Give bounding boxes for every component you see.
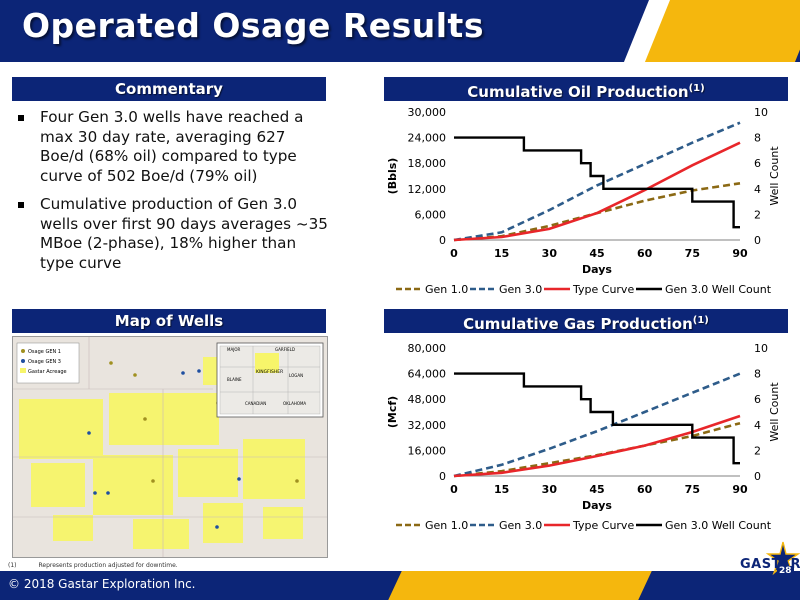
y2-tick-label: 2 [754, 208, 761, 221]
title-bar: Operated Osage Results [0, 0, 800, 62]
y-tick-label: 48,000 [408, 393, 447, 406]
oil-production-chart: 0 6,000 12,000 18,000 24,000 30,000 0 2 4 6 8 10 0 15… [386, 106, 781, 296]
legend-acreage-label: Gastar Acreage [28, 369, 67, 375]
legend-label: Gen 3.0 [499, 519, 542, 532]
acreage-blocks [19, 357, 305, 549]
y2-tick-label: 8 [754, 368, 761, 381]
y2-tick-label: 4 [754, 183, 761, 196]
oil-chart-heading-text: Cumulative Oil Production [467, 83, 689, 101]
y2-axis-label: Well Count [768, 382, 781, 442]
gen-3-0-series-line [453, 372, 741, 478]
x-tick-label: 0 [450, 247, 458, 260]
inset-label-canadian: CANADIAN [245, 401, 266, 406]
y-tick-label: 32,000 [408, 419, 447, 432]
type-curve-series-line [453, 141, 741, 242]
y2-tick-label: 0 [754, 234, 761, 247]
x-axis-label: Days [582, 499, 612, 512]
y2-tick-label: 0 [754, 470, 761, 483]
x-tick-label: 75 [685, 247, 700, 260]
y-tick-label: 0 [439, 470, 446, 483]
inset-label-logan: LOGAN [289, 373, 303, 378]
y-tick-label: 64,000 [408, 368, 447, 381]
x-tick-label: 75 [685, 483, 700, 496]
legend-label: Gen 3.0 [499, 283, 542, 296]
legend-label: Gen 1.0 [425, 283, 468, 296]
gas-chart-heading-text: Cumulative Gas Production [463, 315, 693, 333]
y2-tick-label: 10 [754, 342, 768, 355]
y2-tick-label: 10 [754, 106, 768, 119]
y-tick-label: 24,000 [408, 132, 447, 145]
y-tick-label: 12,000 [408, 183, 447, 196]
legend-label: Gen 3.0 Well Count [665, 519, 772, 532]
oil-chart-heading: Cumulative Oil Production(1) [384, 77, 788, 101]
wells-map: Osage GEN 1 Osage GEN 3 Gastar Acreage [12, 336, 328, 558]
commentary-list: Four Gen 3.0 wells have reached a max 30… [14, 108, 334, 282]
map-legend: Osage GEN 1 Osage GEN 3 Gastar Acreage [16, 342, 80, 384]
y-axis-label: (Bbls) [386, 158, 399, 195]
x-axis-label: Days [582, 263, 612, 276]
y-tick-label: 6,000 [415, 208, 447, 221]
footnote: (1) Represents production adjusted for do… [8, 562, 200, 569]
gas-chart-heading: Cumulative Gas Production(1) [384, 309, 788, 333]
legend-label: Type Curve [572, 283, 634, 296]
header-gold-stripe [644, 0, 800, 62]
gen-3-0-series-line [453, 121, 741, 242]
x-tick-label: 90 [732, 483, 748, 496]
legend-label: Gen 1.0 [425, 519, 468, 532]
x-tick-label: 0 [450, 483, 458, 496]
y2-tick-label: 4 [754, 419, 761, 432]
y2-tick-label: 6 [754, 157, 761, 170]
oil-chart-heading-sup: (1) [688, 83, 705, 94]
copyright-text: © 2018 Gastar Exploration Inc. [8, 577, 196, 591]
location-inset: MAJOR GARFIELD KINGFISHER BLAINE LOGAN C… [216, 342, 324, 418]
y-tick-label: 18,000 [408, 157, 447, 170]
x-tick-label: 15 [494, 247, 509, 260]
county-lines [13, 337, 327, 557]
map-heading: Map of Wells [12, 309, 326, 333]
inset-label-garfield: GARFIELD [275, 347, 295, 352]
y-tick-label: 30,000 [408, 106, 447, 119]
y2-tick-label: 2 [754, 444, 761, 457]
y-axis-label: (Mcf) [386, 396, 399, 428]
footnote-text: Represents production adjusted for downt… [38, 562, 178, 569]
y2-tick-label: 6 [754, 393, 761, 406]
footer-gold-stripe [388, 571, 652, 600]
commentary-bullet: Cumulative production of Gen 3.0 wells o… [14, 195, 334, 273]
legend-label: Type Curve [572, 519, 634, 532]
x-tick-label: 45 [589, 483, 604, 496]
inset-label-kingfisher: KINGFISHER [256, 369, 283, 375]
gen-3-0-well-count-series-line [454, 372, 740, 465]
footnote-marker: (1) [8, 562, 17, 569]
x-tick-label: 15 [494, 483, 509, 496]
x-tick-label: 60 [637, 483, 653, 496]
inset-label-major: MAJOR [227, 347, 241, 352]
legend-label: Gen 3.0 Well Count [665, 283, 772, 296]
x-tick-label: 30 [542, 247, 558, 260]
page-number: 28 [777, 566, 794, 576]
commentary-heading: Commentary [12, 77, 326, 101]
legend-gen3-label: Osage GEN 3 [28, 359, 61, 365]
commentary-bullet: Four Gen 3.0 wells have reached a max 30… [14, 108, 334, 186]
legend-gen1-label: Osage GEN 1 [28, 349, 61, 355]
x-tick-label: 30 [542, 483, 558, 496]
inset-label-blaine: BLAINE [227, 377, 242, 382]
y2-axis-label: Well Count [768, 146, 781, 206]
gas-production-chart: 0 16,000 32,000 48,000 64,000 80,000 0 2 4 6 8 10 0 1… [386, 342, 781, 532]
page-title: Operated Osage Results [22, 6, 484, 45]
x-tick-label: 60 [637, 247, 653, 260]
y-tick-label: 80,000 [408, 342, 447, 355]
footer-bar: © 2018 Gastar Exploration Inc. [0, 571, 800, 600]
gastar-star-logo-icon [765, 541, 800, 576]
x-tick-label: 90 [732, 247, 748, 260]
y-tick-label: 0 [439, 234, 446, 247]
y-tick-label: 16,000 [408, 444, 447, 457]
gas-chart-heading-sup: (1) [692, 315, 709, 326]
type-curve-series-line [453, 414, 741, 478]
y2-tick-label: 8 [754, 132, 761, 145]
x-tick-label: 45 [589, 247, 604, 260]
gen-1-0-series-line [453, 182, 741, 242]
inset-label-oklahoma: OKLAHOMA [283, 401, 306, 406]
gen-3-0-well-count-series-line [454, 136, 740, 229]
map-canvas: Osage GEN 1 Osage GEN 3 Gastar Acreage [13, 337, 327, 557]
